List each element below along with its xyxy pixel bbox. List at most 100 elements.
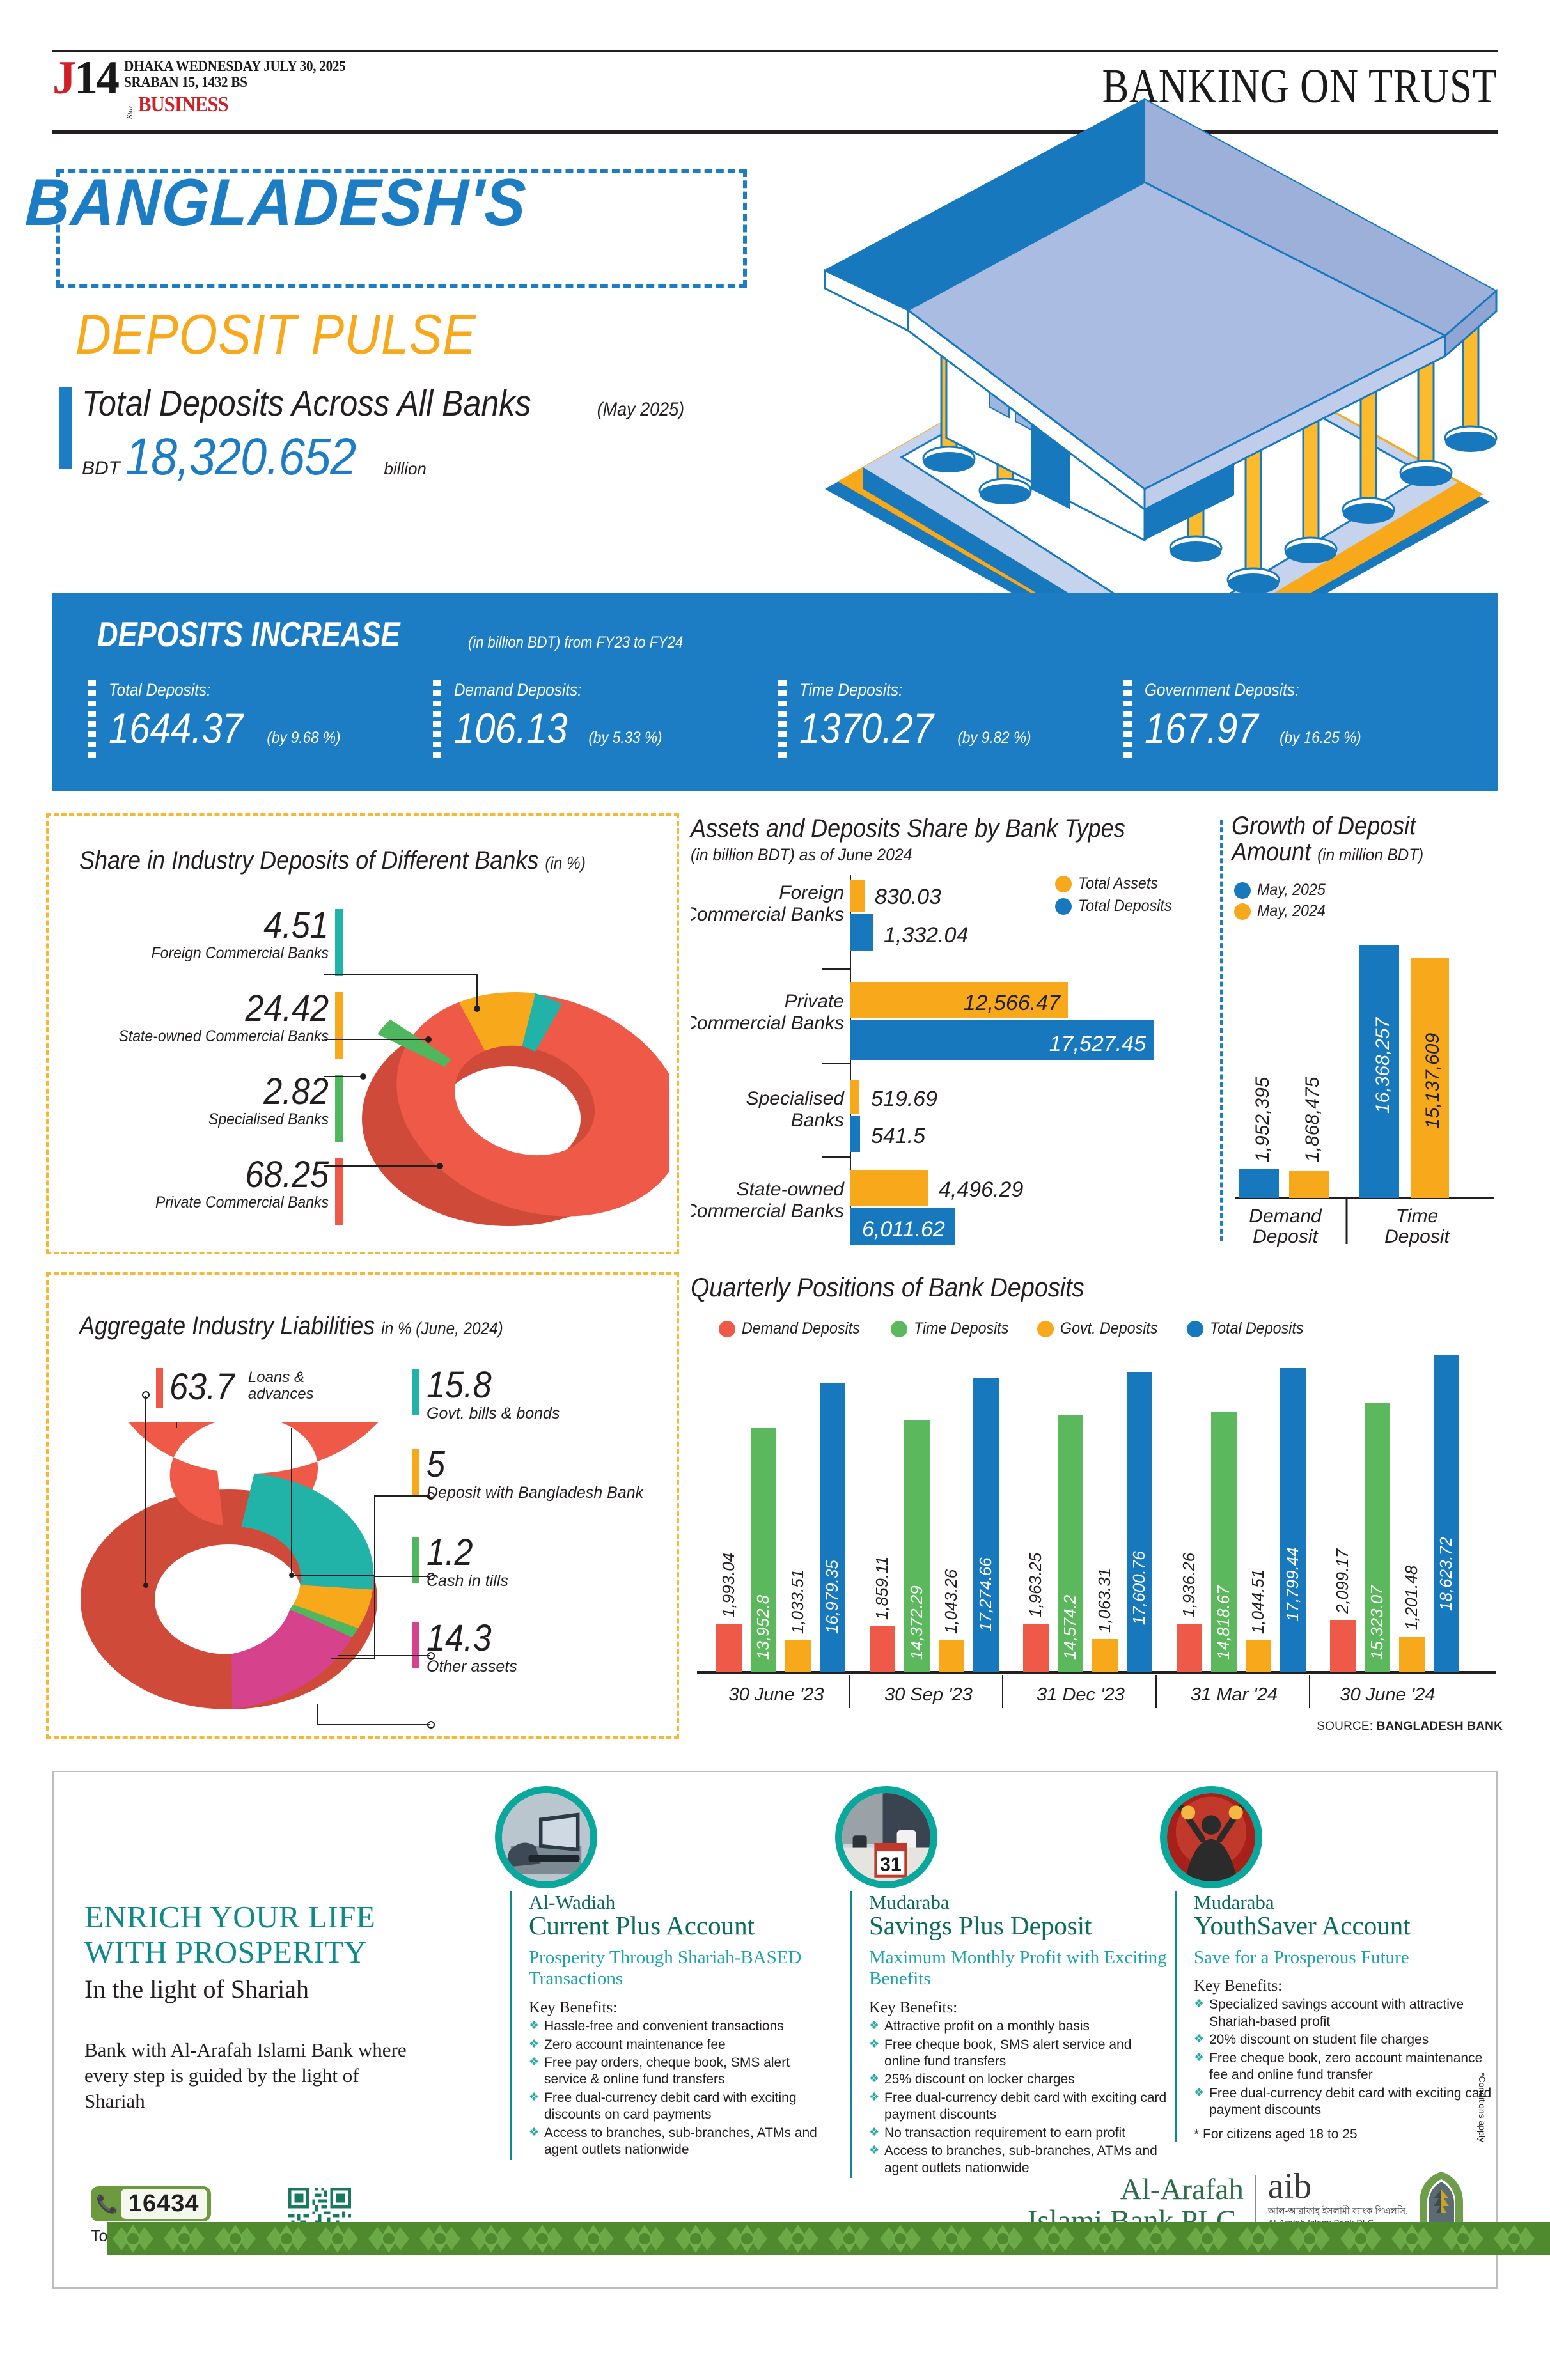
legend-label: Demand Deposits bbox=[742, 1319, 860, 1337]
panelE-title: Quarterly Positions of Bank Deposits bbox=[691, 1272, 1084, 1302]
legend-item: May, 2024 bbox=[1234, 902, 1331, 921]
key-benefits-label: Key Benefits: bbox=[529, 1999, 618, 2017]
masthead-rule-bottom bbox=[52, 130, 1498, 134]
hero-title-box bbox=[56, 169, 747, 288]
bar-value-label: 1,952,395 bbox=[1252, 1077, 1273, 1162]
benefit-item: Zero account maintenance fee bbox=[529, 2037, 830, 2053]
hero-section: BANGLADESH'S DEPOSIT PULSE Total Deposit… bbox=[0, 98, 1550, 611]
panelE-legend: Demand Deposits Time Deposits Govt. Depo… bbox=[719, 1319, 1311, 1338]
bar-value-label: 14,574.2 bbox=[1060, 1594, 1079, 1660]
total-deposits-period: (May 2025) bbox=[597, 399, 685, 420]
desk-calendar-icon: 31 bbox=[842, 1793, 930, 1881]
legend-item: 24.42 State-owned Commercial Banks bbox=[87, 987, 343, 1070]
legend-label: May, 2024 bbox=[1257, 902, 1326, 920]
product-icon-circle bbox=[495, 1786, 597, 1888]
legend-item: 14.3 Other assets bbox=[412, 1617, 668, 1676]
donut-chart-aggregate-liabilities bbox=[81, 1422, 407, 1709]
decorative-pattern-band bbox=[107, 2222, 1550, 2255]
panel-growth-deposit-amount: Growth of Deposit Amount (in million BDT… bbox=[1226, 811, 1501, 1258]
hero-title-sub: DEPOSIT PULSE bbox=[75, 302, 476, 366]
product-icon-circle: 31 bbox=[835, 1786, 937, 1888]
bar-value-label: 17,527.45 bbox=[1049, 1032, 1146, 1056]
product-column: Al-Wadiah Current Plus Account Prosperit… bbox=[510, 1891, 830, 2160]
bar-value-label: 1,201.48 bbox=[1402, 1565, 1421, 1630]
dashed-column-icon bbox=[778, 680, 787, 762]
product-prefix: Al-Wadiah bbox=[529, 1891, 616, 1913]
benefit-list: Attractive profit on a monthly basis Fre… bbox=[869, 2018, 1170, 2177]
bar-value-label: 14,818.67 bbox=[1214, 1585, 1233, 1660]
benefit-list: Hassle-free and convenient transactions … bbox=[529, 2018, 830, 2159]
bar-value-label: 1,043.26 bbox=[941, 1569, 960, 1634]
panelD-legend: 15.8 Govt. bills & bonds 5 Deposit with … bbox=[412, 1366, 668, 1676]
masthead-date-line1: DHAKA WEDNESDAY JULY 30, 2025 bbox=[124, 58, 346, 74]
legend-swatch bbox=[412, 1622, 419, 1668]
legend-swatch bbox=[412, 1449, 419, 1497]
hotline-pill[interactable]: 📞 16434 bbox=[91, 2186, 211, 2221]
axis-tick-label: 30 June '23 bbox=[728, 1684, 824, 1705]
axis-tick-label: 31 Dec '23 bbox=[1037, 1684, 1125, 1705]
benefit-item: Free dual-currency debit card with excit… bbox=[1194, 2085, 1495, 2119]
legend-swatch bbox=[335, 992, 343, 1059]
celebrating-youth-icon bbox=[1167, 1793, 1255, 1881]
product-name: Savings Plus Deposit bbox=[869, 1911, 1092, 1940]
mosque-arch-icon bbox=[1420, 2172, 1463, 2223]
benefit-item: No transaction requirement to earn profi… bbox=[869, 2125, 1170, 2142]
benefit-item: Free cheque book, SMS alert service and … bbox=[869, 2037, 1170, 2071]
band-stat-label: Demand Deposits: bbox=[454, 680, 582, 699]
legend-label: Loans & advances bbox=[247, 1369, 314, 1403]
panel-quarterly-positions: Quarterly Positions of Bank Deposits Dem… bbox=[691, 1272, 1503, 1739]
svg-text:Commercial Banks: Commercial Banks bbox=[691, 904, 844, 925]
band-stat: Total Deposits: 1644.37 (by 9.68 %) bbox=[88, 680, 433, 762]
product-icon-circle bbox=[1160, 1786, 1262, 1888]
star-wordmark: Star bbox=[125, 104, 134, 119]
legend-item: 1.2 Cash in tills bbox=[412, 1532, 668, 1621]
axis-tick-label: Demand bbox=[1249, 1206, 1322, 1227]
band-stat-value: 1644.37 bbox=[109, 704, 243, 752]
bar-value-label: 18,623.72 bbox=[1436, 1537, 1455, 1611]
svg-text:Foreign: Foreign bbox=[779, 882, 844, 903]
bar-chart-quarterly-positions: 1,993.04 1,859.11 1,963.25 1,936.26 2,09… bbox=[697, 1355, 1496, 1708]
bar-value-label: 16,979.35 bbox=[822, 1560, 842, 1634]
band-stat: Time Deposits: 1370.27 (by 9.82 %) bbox=[778, 680, 1123, 762]
deposits-increase-band: DEPOSITS INCREASE (in billion BDT) from … bbox=[52, 593, 1498, 791]
page-number: J14 bbox=[52, 54, 120, 102]
chart-source: SOURCE: BANGLADESH BANK bbox=[1317, 1720, 1503, 1733]
legend-item: Demand Deposits bbox=[719, 1319, 869, 1338]
legend-value: 4.51 bbox=[263, 905, 329, 946]
bar-value-label: 1,033.51 bbox=[788, 1569, 807, 1634]
dashed-column-icon bbox=[88, 680, 96, 762]
ad-headline: ENRICH YOUR LIFE WITH PROSPERITY bbox=[84, 1899, 376, 1970]
total-deposits-label: Total Deposits Across All Banks bbox=[82, 383, 531, 424]
bar-value-label: 15,137,609 bbox=[1422, 1033, 1443, 1129]
hero-title-main: BANGLADESH'S bbox=[24, 166, 529, 240]
panel-assets-deposits-share: Assets and Deposits Share by Bank Types … bbox=[691, 811, 1202, 1258]
legend-item: Total Deposits bbox=[1055, 897, 1179, 915]
bar-value-label: 1,063.31 bbox=[1095, 1568, 1114, 1633]
key-benefits-label: Key Benefits: bbox=[1194, 1977, 1283, 1995]
benefit-item: Free cheque book, zero account maintenan… bbox=[1194, 2050, 1495, 2084]
legend-item: May, 2025 bbox=[1234, 881, 1331, 899]
panelD-title: Aggregate Industry Liabilities in % (Jun… bbox=[79, 1312, 503, 1340]
svg-text:Commercial Banks: Commercial Banks bbox=[691, 1201, 844, 1222]
band-stat-value: 106.13 bbox=[454, 704, 568, 752]
bar-value-label: 1,868,475 bbox=[1302, 1077, 1323, 1162]
product-tagline: Save for a Prosperous Future bbox=[1194, 1947, 1409, 1968]
bank-building-illustration: BANK bbox=[823, 98, 1498, 611]
total-accent-bar bbox=[59, 387, 72, 469]
panelB-title: Assets and Deposits Share by Bank Types bbox=[691, 814, 1125, 843]
bar-value-label: 6,011.62 bbox=[862, 1217, 945, 1241]
axis-tick-label: Deposit bbox=[1384, 1226, 1450, 1247]
product-prefix: Mudaraba bbox=[869, 1891, 950, 1913]
benefit-item: 20% discount on student file charges bbox=[1194, 2032, 1495, 2048]
legend-swatch bbox=[1055, 875, 1072, 892]
bar-chart-growth-deposit: 1,952,395 1,868,475 16,368,257 15,137,60… bbox=[1235, 945, 1494, 1247]
legend-swatch bbox=[1187, 1320, 1204, 1337]
axis-tick-label: 31 Mar '24 bbox=[1191, 1684, 1278, 1705]
legend-value: 14.3 bbox=[427, 1617, 492, 1659]
legend-value: 1.2 bbox=[427, 1532, 473, 1573]
benefit-item: Free pay orders, cheque book, SMS alert … bbox=[529, 2055, 830, 2088]
legend-item: Total Deposits bbox=[1187, 1319, 1311, 1338]
svg-text:Specialised: Specialised bbox=[746, 1088, 845, 1109]
bar-value-label: 16,368,257 bbox=[1372, 1017, 1393, 1114]
benefit-item: Hassle-free and convenient transactions bbox=[529, 2018, 830, 2035]
